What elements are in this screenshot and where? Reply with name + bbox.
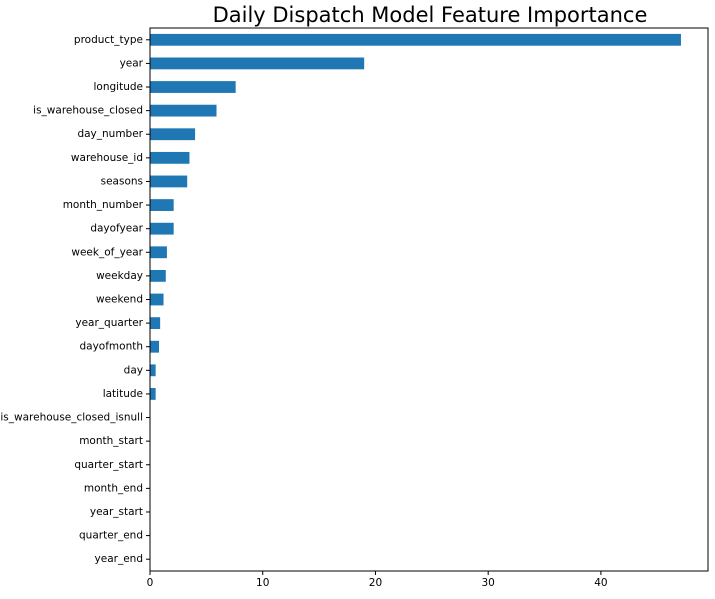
bar-day-number	[150, 128, 196, 141]
bar-week-of-year	[150, 246, 167, 259]
y-tick-label-longitude: longitude	[94, 81, 143, 93]
y-tick-label-weekday: weekday	[96, 270, 143, 282]
bars-layer	[150, 33, 681, 400]
x-tick-label: 10	[256, 577, 269, 589]
chart-title: Daily Dispatch Model Feature Importance	[213, 3, 648, 27]
y-tick-label-year-start: year_start	[90, 506, 143, 518]
bar-day	[150, 364, 156, 377]
bar-year	[150, 57, 365, 70]
x-axis: 0 10 20 30 40	[147, 571, 608, 589]
bar-month-number	[150, 199, 174, 211]
y-tick-label-month-number: month_number	[63, 199, 144, 211]
bar-seasons	[150, 175, 188, 188]
y-tick-label-year-quarter: year_quarter	[75, 317, 143, 329]
y-tick-label-is-warehouse-closed-isnull: is_warehouse_closed_isnull	[0, 412, 143, 424]
y-tick-label-year-end: year_end	[95, 553, 143, 565]
bar-dayofmonth	[150, 340, 160, 353]
y-tick-label-dayofmonth: dayofmonth	[79, 341, 143, 353]
bar-weekday	[150, 269, 166, 282]
y-tick-label-quarter-end: quarter_end	[79, 530, 143, 542]
y-tick-label-week-of-year: week_of_year	[71, 246, 143, 258]
y-tick-label-day: day	[124, 364, 143, 376]
y-tick-label-weekend: weekend	[96, 294, 143, 306]
x-tick-label: 40	[594, 577, 607, 589]
bar-warehouse-id	[150, 151, 190, 164]
y-tick-label-product-type: product_type	[74, 34, 143, 46]
y-tick-label-latitude: latitude	[103, 388, 143, 400]
x-tick-label: 30	[481, 577, 494, 589]
plot-frame	[149, 27, 709, 572]
bar-latitude	[150, 388, 156, 400]
x-tick-label: 20	[369, 577, 382, 589]
bar-weekend	[150, 293, 164, 306]
bar-is-warehouse-closed	[150, 104, 217, 117]
bar-longitude	[150, 81, 236, 93]
bar-dayofyear	[150, 222, 174, 235]
y-tick-label-year: year	[120, 57, 144, 69]
bar-product-type	[150, 33, 681, 46]
y-tick-label-quarter-start: quarter_start	[74, 459, 143, 471]
y-tick-label-seasons: seasons	[101, 175, 143, 187]
bar-year-quarter	[150, 317, 161, 330]
y-tick-label-warehouse-id: warehouse_id	[71, 152, 143, 164]
y-tick-label-is-warehouse-closed: is_warehouse_closed	[33, 105, 143, 117]
y-tick-label-dayofyear: dayofyear	[90, 223, 143, 235]
y-tick-label-month-end: month_end	[84, 482, 143, 494]
y-tick-label-day-number: day_number	[77, 128, 143, 140]
y-tick-label-month-start: month_start	[79, 435, 143, 447]
x-tick-label: 0	[147, 577, 154, 589]
